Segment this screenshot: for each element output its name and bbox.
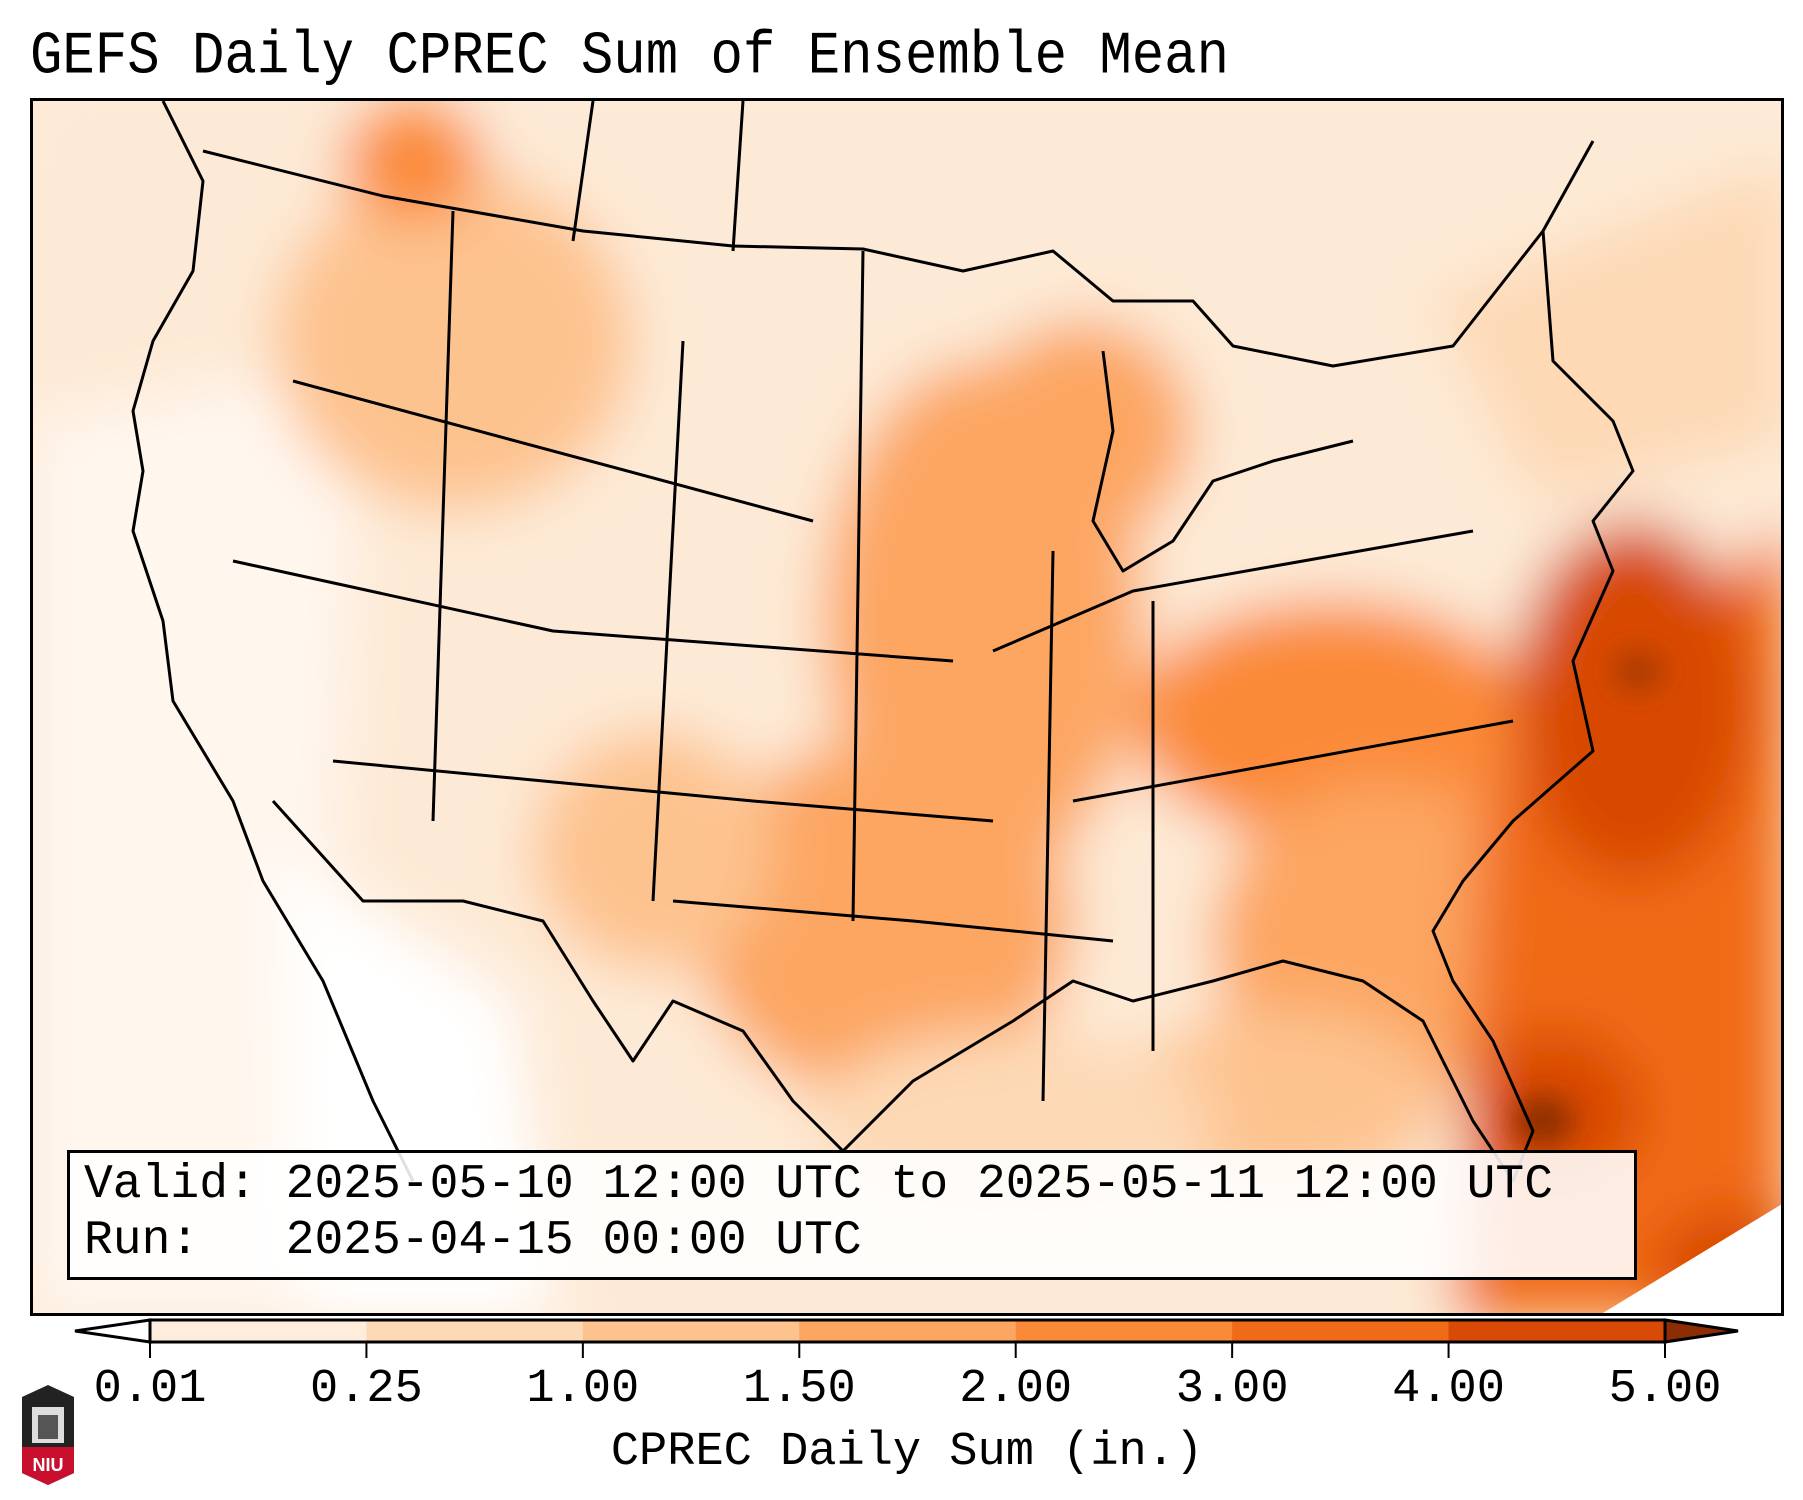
- colorbar-bin: [1232, 1320, 1450, 1342]
- precipitation-map: [30, 98, 1784, 1316]
- colorbar-tick-label: 0.01: [93, 1363, 207, 1416]
- colorbar-tick-label: 0.25: [310, 1363, 423, 1416]
- colorbar-label: CPREC Daily Sum (in.): [610, 1426, 1204, 1479]
- great-lakes-outline: [1091, 350, 1354, 573]
- colorbar-bin: [150, 1320, 367, 1342]
- colorbar-tick-label: 1.50: [742, 1363, 856, 1416]
- colorbar-over-triangle: [1663, 1318, 1739, 1344]
- west-coastline: [131, 101, 415, 1182]
- colorbar-bin: [1015, 1320, 1233, 1342]
- map-canvas: [33, 101, 1781, 1313]
- colorbar-tick-label: 5.00: [1608, 1363, 1722, 1416]
- state-borders: [232, 101, 1514, 1102]
- colorbar-bin: [799, 1320, 1017, 1342]
- colorbar-tick-label: 4.00: [1392, 1363, 1505, 1416]
- northern-border: [202, 140, 1595, 368]
- colorbar-under-triangle: [74, 1318, 152, 1344]
- validity-info-box: Valid: 2025-05-10 12:00 UTC to 2025-05-1…: [67, 1150, 1637, 1280]
- south-east-coastline: [271, 230, 1635, 1183]
- run-time-text: Run: 2025-04-15 00:00 UTC: [84, 1214, 862, 1268]
- colorbar-bin: [1448, 1320, 1666, 1342]
- colorbar: [74, 1318, 1739, 1358]
- niu-logo: NIU: [22, 1385, 74, 1485]
- colorbar-bin: [582, 1320, 800, 1342]
- valid-time-text: Valid: 2025-05-10 12:00 UTC to 2025-05-1…: [84, 1158, 1554, 1212]
- colorbar-bin: [366, 1320, 584, 1342]
- chart-title: GEFS Daily CPREC Sum of Ensemble Mean: [30, 23, 1229, 92]
- boundaries: [131, 101, 1635, 1183]
- colorbar-tick-label: 1.00: [526, 1363, 640, 1416]
- precip-field: [33, 101, 1781, 1313]
- colorbar-frame: [148, 1318, 1667, 1344]
- colorbar-tick-label: 2.00: [959, 1363, 1073, 1416]
- logo-text: NIU: [33, 1455, 64, 1475]
- colorbar-tick-label: 3.00: [1175, 1363, 1289, 1416]
